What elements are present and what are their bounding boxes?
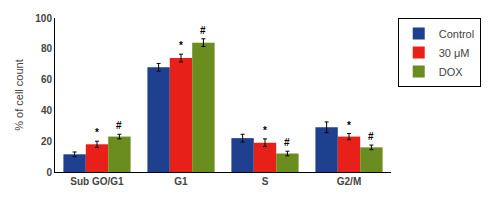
svg-text:#: # (368, 131, 374, 142)
svg-text:DOX: DOX (439, 66, 464, 78)
svg-text:#: # (116, 120, 122, 131)
svg-text:% of cell count: % of cell count (13, 59, 25, 131)
svg-text:#: # (200, 25, 206, 36)
svg-text:Control: Control (439, 28, 474, 40)
svg-text:*: * (347, 120, 351, 131)
svg-text:*: * (95, 127, 99, 138)
svg-text:*: * (179, 40, 183, 51)
svg-text:60: 60 (41, 74, 53, 85)
svg-text:G1: G1 (174, 176, 188, 187)
svg-text:40: 40 (41, 105, 53, 116)
svg-text:0: 0 (46, 167, 52, 178)
svg-text:*: * (263, 125, 267, 136)
svg-text:#: # (284, 137, 290, 148)
svg-text:30 μM: 30 μM (439, 47, 470, 59)
svg-text:20: 20 (41, 136, 53, 147)
svg-text:100: 100 (35, 13, 52, 24)
svg-text:S: S (262, 176, 269, 187)
svg-text:Sub GO/G1: Sub GO/G1 (70, 176, 124, 187)
svg-text:80: 80 (41, 43, 53, 54)
svg-text:G2/M: G2/M (337, 176, 361, 187)
